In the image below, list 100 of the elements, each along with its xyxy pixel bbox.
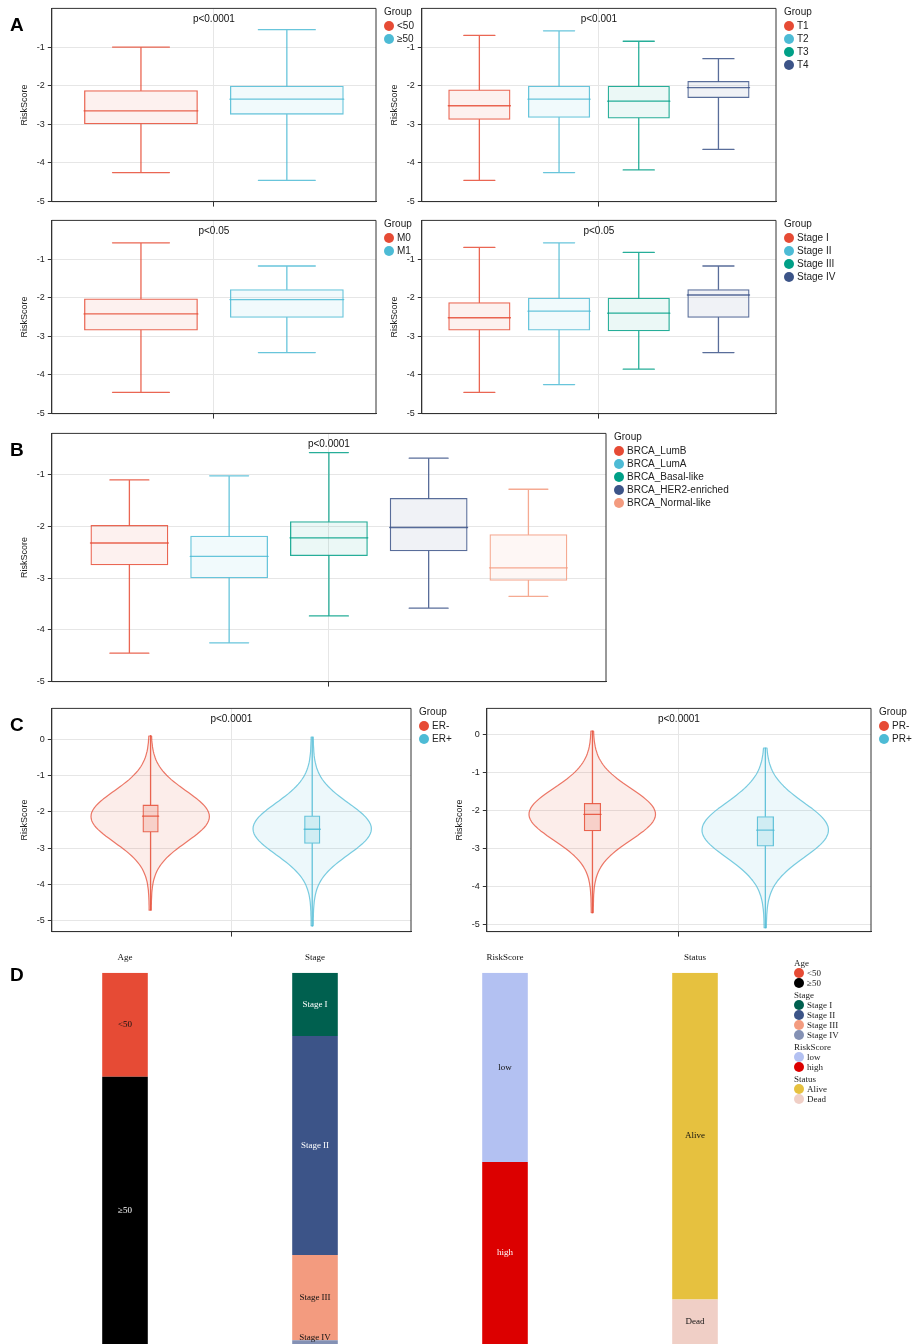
category-label: RiskScore xyxy=(794,1042,831,1052)
legend-label: ≥50 xyxy=(397,33,414,44)
legend-label: BRCA_LumA xyxy=(627,458,687,469)
y-tick-label: -2 xyxy=(36,292,45,303)
y-tick-label: -3 xyxy=(406,330,415,341)
legend-label: PR- xyxy=(892,720,910,731)
y-tick-label: -3 xyxy=(471,842,480,853)
y-tick-label: -3 xyxy=(36,330,45,341)
text: Stage III xyxy=(299,1291,331,1302)
y-tick-label: -4 xyxy=(36,369,45,380)
legend-label: BRCA_HER2-enriched xyxy=(627,484,729,495)
y-tick-label: -4 xyxy=(406,157,415,168)
y-tick-label: 0 xyxy=(39,733,45,744)
text: Stage I xyxy=(302,998,328,1009)
legend-label: BRCA_LumB xyxy=(627,445,687,456)
y-tick-label: -4 xyxy=(36,157,45,168)
y-axis-title: RiskScore xyxy=(18,536,29,579)
x-tick-label: Age xyxy=(117,951,133,962)
y-tick-label: -2 xyxy=(471,805,480,816)
legend-label: Stage IV xyxy=(807,1030,839,1040)
legend-label: Stage I xyxy=(807,1000,833,1010)
legend-label: ER+ xyxy=(432,733,452,744)
text: Dead xyxy=(685,1316,705,1327)
y-axis-title: RiskScore xyxy=(388,296,399,338)
chart-title: p<0.05 xyxy=(198,225,230,237)
y-tick-label: -4 xyxy=(471,880,480,891)
y-tick-label: -2 xyxy=(36,80,45,91)
legend-label: T4 xyxy=(797,59,809,70)
legend-label: M1 xyxy=(397,245,411,256)
y-tick-label: -2 xyxy=(36,806,45,817)
legend-label: M0 xyxy=(397,232,411,243)
y-tick-label: -1 xyxy=(36,253,45,264)
legend-label: high xyxy=(807,1062,824,1072)
legend-label: <50 xyxy=(397,20,414,31)
legend-label: T3 xyxy=(797,46,809,57)
y-axis-title: RiskScore xyxy=(453,799,464,841)
y-axis-title: RiskScore xyxy=(18,296,29,338)
y-tick-label: -5 xyxy=(406,408,415,419)
text: p<0.0001 xyxy=(657,713,701,725)
legend-title: Group xyxy=(879,706,908,717)
y-tick-label: -5 xyxy=(36,676,45,687)
y-tick-label: 0 xyxy=(474,729,480,740)
legend-label: <50 xyxy=(807,968,822,978)
y-axis-title: RiskScore xyxy=(18,84,29,126)
chart-title: p<0.001 xyxy=(580,13,618,25)
y-tick-label: -5 xyxy=(36,408,45,419)
legend-label: BRCA_Basal-like xyxy=(627,471,704,482)
y-tick-label: -3 xyxy=(36,572,45,583)
y-axis-title: RiskScore xyxy=(388,84,399,126)
y-tick-label: -4 xyxy=(36,624,45,635)
legend-label: ≥50 xyxy=(807,978,821,988)
y-tick-label: -2 xyxy=(406,292,415,303)
legend-label: Dead xyxy=(807,1094,826,1104)
text: B xyxy=(10,439,24,461)
legend-label: low xyxy=(807,1052,821,1062)
text: Stage II xyxy=(300,1139,330,1150)
y-tick-label: -5 xyxy=(36,196,45,207)
y-tick-label: -3 xyxy=(406,118,415,129)
y-tick-label: -2 xyxy=(406,80,415,91)
y-tick-label: -5 xyxy=(471,918,480,929)
legend-title: Group xyxy=(384,6,413,17)
y-tick-label: -2 xyxy=(36,520,45,531)
legend-label: Stage IV xyxy=(797,271,836,282)
text: <50 xyxy=(117,1019,133,1030)
legend-label: T2 xyxy=(797,33,809,44)
x-tick-label: RiskScore xyxy=(486,951,524,962)
x-tick-label: Status xyxy=(683,951,707,962)
legend-title: Group xyxy=(419,706,448,717)
legend-title: Group xyxy=(784,218,813,229)
y-tick-label: -3 xyxy=(36,842,45,853)
legend-label: PR+ xyxy=(892,733,912,744)
y-tick-label: -1 xyxy=(471,767,480,778)
category-label: Status xyxy=(794,1074,817,1084)
legend-title: Group xyxy=(614,431,643,442)
y-tick-label: -5 xyxy=(36,915,45,926)
y-tick-label: -4 xyxy=(36,878,45,889)
x-tick-label: Stage xyxy=(305,951,325,962)
y-tick-label: -1 xyxy=(406,41,415,52)
legend-label: T1 xyxy=(797,20,809,31)
y-tick-label: -5 xyxy=(406,196,415,207)
text: Alive xyxy=(685,1130,705,1141)
text: p<0.0001 xyxy=(210,713,253,725)
text: low xyxy=(498,1061,512,1072)
y-tick-label: -1 xyxy=(406,253,415,264)
category-label: Stage xyxy=(794,990,814,1000)
legend-label: Alive xyxy=(807,1084,827,1094)
y-tick-label: -1 xyxy=(36,469,45,480)
chart-title: p<0.0001 xyxy=(192,13,236,25)
text: D xyxy=(10,964,24,986)
legend-title: Group xyxy=(384,218,412,229)
text: A xyxy=(10,14,24,36)
text: C xyxy=(10,714,24,736)
chart-title: p<0.05 xyxy=(583,225,615,237)
legend-label: Stage II xyxy=(797,245,832,256)
text: ≥50 xyxy=(118,1204,132,1215)
y-tick-label: -1 xyxy=(36,41,45,52)
text: p<0.0001 xyxy=(307,438,351,450)
y-tick-label: -3 xyxy=(36,118,45,129)
text: high xyxy=(496,1247,514,1258)
legend-label: Stage II xyxy=(807,1010,836,1020)
